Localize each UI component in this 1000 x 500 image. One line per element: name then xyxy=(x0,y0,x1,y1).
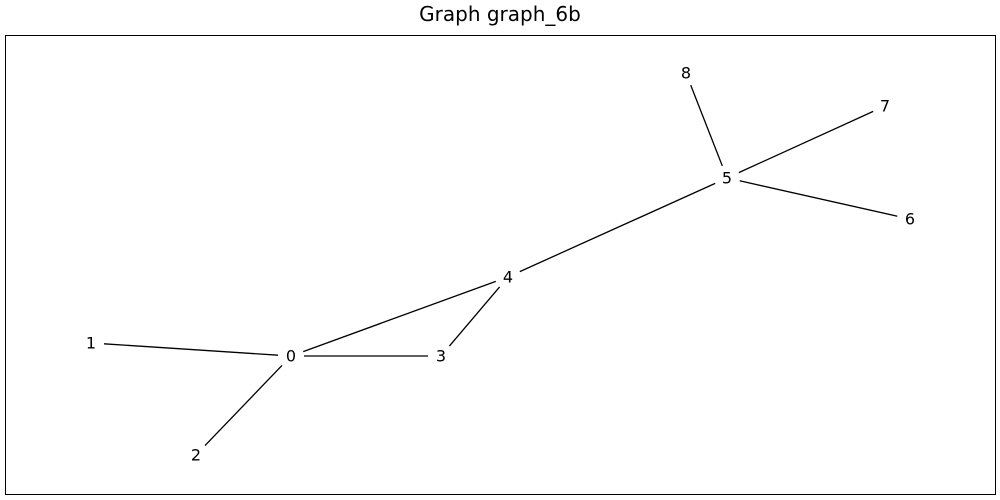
node-1: 1 xyxy=(86,334,96,353)
node-6: 6 xyxy=(905,210,915,229)
edge-3-4 xyxy=(448,286,501,347)
graph-frame xyxy=(5,35,996,495)
edge-5-6 xyxy=(739,180,898,217)
node-3: 3 xyxy=(436,347,446,366)
edge-5-7 xyxy=(738,110,874,174)
edge-0-4 xyxy=(302,280,497,353)
node-0: 0 xyxy=(286,347,296,366)
node-5: 5 xyxy=(722,169,732,188)
edges-layer xyxy=(103,84,898,447)
node-2: 2 xyxy=(191,446,201,465)
nodes-layer: 0 1 2 3 4 5 6 7 8 xyxy=(86,64,915,465)
edge-4-5 xyxy=(519,182,716,273)
edge-0-1 xyxy=(103,343,279,356)
node-4: 4 xyxy=(503,268,513,287)
edge-0-2 xyxy=(204,364,283,447)
node-7: 7 xyxy=(880,97,890,116)
page-title: Graph graph_6b xyxy=(419,2,581,26)
node-8: 8 xyxy=(681,64,691,83)
edge-5-8 xyxy=(690,84,723,167)
